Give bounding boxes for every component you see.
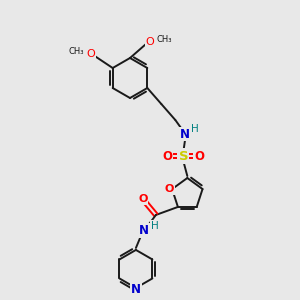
Text: O: O	[146, 37, 154, 47]
Text: O: O	[162, 149, 172, 163]
Text: O: O	[138, 194, 148, 204]
Text: H: H	[151, 221, 159, 231]
Text: CH₃: CH₃	[69, 46, 84, 56]
Text: N: N	[131, 284, 141, 296]
Text: O: O	[194, 149, 204, 163]
Text: O: O	[86, 49, 95, 59]
Text: H: H	[191, 124, 199, 134]
Text: S: S	[178, 149, 188, 163]
Text: N: N	[180, 128, 190, 140]
Text: O: O	[164, 184, 174, 194]
Text: N: N	[139, 224, 149, 237]
Text: CH₃: CH₃	[156, 34, 172, 43]
